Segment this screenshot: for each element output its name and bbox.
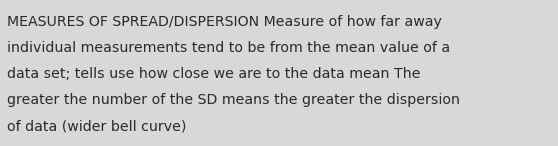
Text: of data (wider bell curve): of data (wider bell curve) [7, 119, 186, 133]
Text: data set; tells use how close we are to the data mean The: data set; tells use how close we are to … [7, 67, 421, 81]
Text: greater the number of the SD means the greater the dispersion: greater the number of the SD means the g… [7, 93, 460, 107]
Text: MEASURES OF SPREAD/DISPERSION Measure of how far away: MEASURES OF SPREAD/DISPERSION Measure of… [7, 15, 442, 29]
Text: individual measurements tend to be from the mean value of a: individual measurements tend to be from … [7, 41, 450, 55]
